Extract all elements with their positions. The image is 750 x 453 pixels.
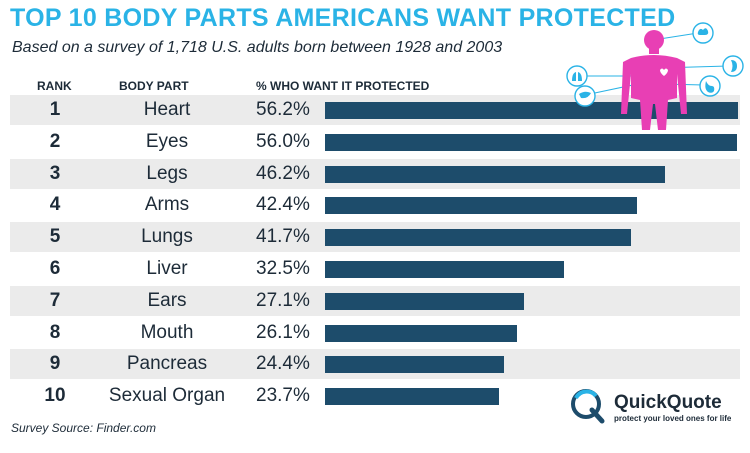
bar xyxy=(325,197,637,215)
survey-source: Survey Source: Finder.com xyxy=(11,421,156,435)
bar-row: 3 Legs 46.2% xyxy=(10,158,740,189)
percent-label: 41.7% xyxy=(256,226,310,248)
percent-label: 24.4% xyxy=(256,353,310,375)
bar xyxy=(325,133,737,151)
percent-label: 32.5% xyxy=(256,258,310,279)
body-part-label: Liver xyxy=(146,258,188,279)
heart-icon xyxy=(660,68,668,76)
percent-label: 27.1% xyxy=(256,289,310,311)
column-header-rank: RANK xyxy=(37,79,72,93)
bar-row: 5 Lungs 41.7% xyxy=(10,222,740,253)
rank-label: 7 xyxy=(49,289,61,311)
bar-row: 2 Eyes 56.0% xyxy=(10,127,740,157)
rank-label: 2 xyxy=(49,130,61,152)
rank-label: 4 xyxy=(49,194,61,216)
organ-icons xyxy=(566,22,744,107)
bar-row: 6 Liver 32.5% xyxy=(10,254,740,284)
human-body-icon xyxy=(566,22,744,130)
percent-label: 56.2% xyxy=(256,99,310,120)
chart-title: TOP 10 BODY PARTS AMERICANS WANT PROTECT… xyxy=(10,4,676,32)
percent-label: 42.4% xyxy=(256,194,310,216)
bar-row: 7 Ears 27.1% xyxy=(10,285,740,316)
bar xyxy=(325,324,517,342)
chart-subtitle: Based on a survey of 1,718 U.S. adults b… xyxy=(12,39,503,56)
body-part-label: Eyes xyxy=(145,130,189,152)
logo-name: QuickQuote xyxy=(614,392,722,413)
bar-row: 10 Sexual Organ 23.7% xyxy=(10,381,740,411)
rank-label: 10 xyxy=(44,385,66,407)
bar-row: 1 Heart 56.2% xyxy=(10,95,740,125)
body-part-label: Sexual Organ xyxy=(108,385,226,407)
rank-label: 6 xyxy=(49,258,61,279)
body-part-label: Heart xyxy=(143,99,191,120)
body-part-label: Ears xyxy=(147,289,187,311)
percent-label: 26.1% xyxy=(256,321,310,343)
rank-label: 1 xyxy=(49,99,61,120)
body-part-label: Arms xyxy=(144,194,190,216)
body-silhouette xyxy=(621,30,687,130)
percent-label: 56.0% xyxy=(256,130,310,152)
logo-tagline: protect your loved ones for life xyxy=(614,414,732,423)
bar xyxy=(325,356,504,374)
percent-label: 23.7% xyxy=(256,385,310,407)
bar-row: 4 Arms 42.4% xyxy=(10,190,740,220)
quickquote-logo: QuickQuote protect your loved ones for l… xyxy=(568,386,740,426)
bar-row: 9 Pancreas 24.4% xyxy=(10,349,740,380)
body-part-label: Lungs xyxy=(141,226,193,248)
body-part-label: Legs xyxy=(146,162,188,184)
rank-label: 5 xyxy=(49,226,61,248)
percent-label: 46.2% xyxy=(256,162,310,184)
column-header-percent: % WHO WANT IT PROTECTED xyxy=(256,79,430,93)
bar-row: 8 Mouth 26.1% xyxy=(10,318,740,348)
lungs-icon xyxy=(566,65,588,87)
body-part-label: Mouth xyxy=(140,321,194,343)
body-part-label: Pancreas xyxy=(126,353,208,375)
bar xyxy=(325,261,564,278)
bar xyxy=(325,229,631,247)
bar xyxy=(325,165,665,183)
rank-label: 9 xyxy=(49,353,61,375)
rank-label: 8 xyxy=(49,321,61,343)
bar xyxy=(325,102,738,119)
rank-label: 3 xyxy=(49,162,61,184)
logo-q-icon xyxy=(571,389,605,424)
bar xyxy=(325,388,499,406)
bar xyxy=(325,292,524,310)
column-header-body-part: BODY PART xyxy=(119,79,189,93)
